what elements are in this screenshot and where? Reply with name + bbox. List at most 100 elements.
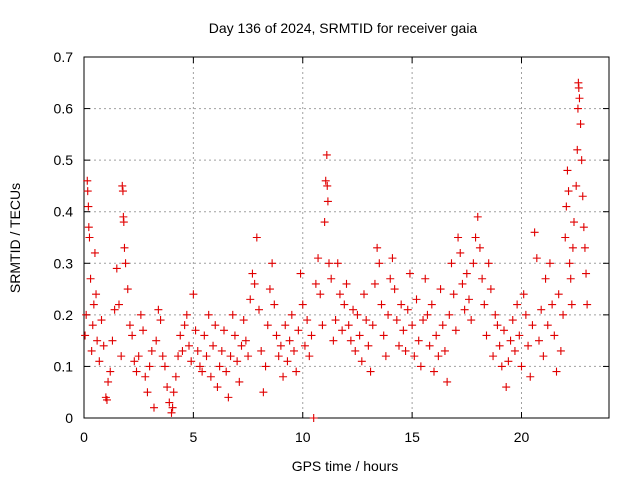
- data-point: [189, 290, 198, 299]
- data-point: [443, 377, 452, 386]
- data-point: [255, 305, 263, 314]
- data-point: [582, 269, 591, 278]
- data-point: [395, 341, 403, 350]
- data-point: [115, 300, 123, 309]
- data-point: [548, 300, 557, 309]
- data-point: [384, 310, 393, 319]
- data-point: [355, 331, 364, 340]
- data-point: [226, 352, 235, 361]
- data-point: [222, 367, 231, 376]
- data-point: [118, 187, 127, 196]
- data-point: [167, 408, 176, 417]
- data-point: [182, 310, 191, 319]
- data-point: [195, 362, 204, 371]
- data-point: [342, 279, 351, 288]
- data-point: [307, 331, 316, 340]
- data-point: [276, 341, 285, 350]
- data-point: [239, 316, 248, 325]
- data-point: [419, 316, 428, 325]
- data-point: [279, 372, 288, 381]
- data-point: [357, 357, 366, 366]
- data-point: [168, 403, 177, 412]
- data-point: [285, 336, 294, 345]
- chart-title: Day 136 of 2024, SRMTID for receiver gai…: [209, 20, 478, 36]
- data-point: [408, 321, 417, 330]
- data-point: [467, 316, 476, 325]
- data-point: [84, 202, 93, 211]
- data-point: [123, 285, 132, 294]
- data-point: [121, 259, 130, 268]
- data-point: [478, 274, 487, 283]
- data-point: [316, 290, 325, 299]
- data-point: [410, 352, 419, 361]
- data-point: [204, 310, 213, 319]
- y-tick-label: 0.6: [54, 101, 74, 117]
- data-point: [156, 316, 165, 325]
- data-point: [314, 254, 323, 263]
- data-point: [552, 367, 561, 376]
- data-point: [259, 388, 268, 397]
- grid-lines: [84, 57, 609, 418]
- y-tick-label: 0: [65, 410, 73, 426]
- data-point: [143, 388, 152, 397]
- data-point: [416, 362, 425, 371]
- data-point: [83, 187, 92, 196]
- data-point: [206, 372, 215, 381]
- data-point: [265, 285, 274, 294]
- data-point: [570, 218, 578, 227]
- data-point: [445, 310, 454, 319]
- data-point: [577, 156, 586, 165]
- data-point: [257, 346, 266, 355]
- data-point: [412, 295, 421, 304]
- data-point: [130, 357, 139, 366]
- data-point: [559, 310, 568, 319]
- data-point: [530, 228, 539, 237]
- data-point: [454, 233, 463, 242]
- data-point: [176, 331, 185, 340]
- data-point: [373, 243, 382, 252]
- data-point: [561, 233, 570, 242]
- data-point: [268, 259, 277, 268]
- data-point: [469, 259, 478, 268]
- data-point: [84, 223, 93, 232]
- data-point: [220, 326, 228, 335]
- data-point: [230, 331, 239, 340]
- data-point: [493, 321, 502, 330]
- data-point: [117, 352, 126, 361]
- data-point: [473, 212, 482, 221]
- data-point: [198, 367, 207, 376]
- data-point: [403, 305, 412, 314]
- data-point: [147, 346, 156, 355]
- data-point: [583, 300, 592, 309]
- data-point: [303, 316, 312, 325]
- data-point: [447, 259, 456, 268]
- data-point: [217, 346, 226, 355]
- data-point: [248, 269, 257, 278]
- data-point: [150, 403, 158, 412]
- data-point: [506, 336, 515, 345]
- data-point: [158, 352, 167, 361]
- x-axis-ticks: 0 5 10 15 20: [80, 57, 529, 445]
- data-point: [305, 352, 314, 361]
- data-point: [224, 393, 233, 402]
- data-point: [81, 331, 90, 340]
- data-point: [368, 321, 377, 330]
- data-point: [97, 316, 106, 325]
- data-point: [178, 346, 187, 355]
- data-point: [573, 145, 582, 154]
- data-point: [573, 104, 582, 113]
- data-point: [82, 310, 91, 319]
- data-point: [427, 300, 436, 309]
- data-point: [296, 269, 305, 278]
- data-point: [233, 357, 242, 366]
- data-point: [87, 346, 96, 355]
- data-point: [489, 352, 498, 361]
- data-point: [565, 259, 574, 268]
- data-point: [366, 367, 375, 376]
- data-point: [134, 352, 143, 361]
- data-point: [213, 383, 222, 392]
- data-point: [331, 316, 340, 325]
- data-point: [112, 264, 121, 273]
- data-point: [438, 321, 447, 330]
- data-point: [456, 248, 465, 257]
